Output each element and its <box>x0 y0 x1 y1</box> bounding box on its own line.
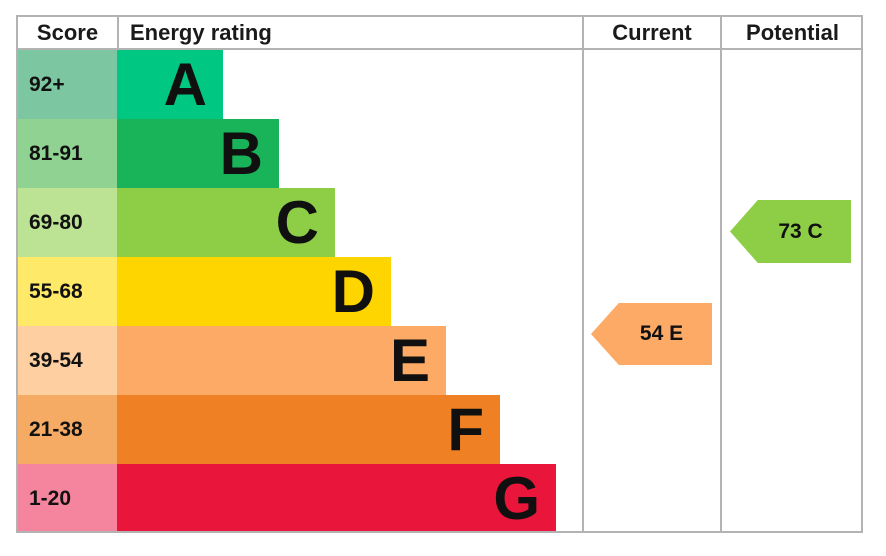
score-range-e: 39-54 <box>16 326 117 395</box>
band-row-d: 55-68 D <box>16 257 863 326</box>
divider-current-potential <box>720 15 722 533</box>
rating-bar-b: B <box>117 119 279 188</box>
column-header-current: Current <box>584 15 720 50</box>
score-range-a: 92+ <box>16 50 117 119</box>
score-range-g: 1-20 <box>16 464 117 533</box>
rating-bar-d: D <box>117 257 391 326</box>
band-row-e: 39-54 E <box>16 326 863 395</box>
divider-rating-current <box>582 15 584 533</box>
column-header-potential: Potential <box>722 15 863 50</box>
band-row-f: 21-38 F <box>16 395 863 464</box>
band-row-b: 81-91 B <box>16 119 863 188</box>
score-range-b: 81-91 <box>16 119 117 188</box>
band-row-g: 1-20 G <box>16 464 863 533</box>
band-row-a: 92+ A <box>16 50 863 119</box>
rating-bar-c: C <box>117 188 335 257</box>
band-letter-c: C <box>275 189 319 256</box>
band-letter-a: A <box>163 51 207 118</box>
column-header-energy-rating: Energy rating <box>119 15 580 50</box>
current-rating-arrow: 54 E <box>591 303 712 365</box>
score-range-d: 55-68 <box>16 257 117 326</box>
divider-score-rating <box>117 15 119 50</box>
header-underline <box>16 48 863 50</box>
band-row-c: 69-80 C <box>16 188 863 257</box>
column-header-score: Score <box>18 15 117 50</box>
band-letter-e: E <box>389 327 430 394</box>
score-range-c: 69-80 <box>16 188 117 257</box>
band-letter-f: F <box>447 396 484 463</box>
band-letter-g: G <box>493 465 540 532</box>
band-letter-d: D <box>331 258 375 325</box>
potential-rating-arrow: 73 C <box>730 200 851 263</box>
score-range-f: 21-38 <box>16 395 117 464</box>
band-letter-b: B <box>219 120 263 187</box>
rating-bar-e: E <box>117 326 446 395</box>
rating-bar-f: F <box>117 395 500 464</box>
rating-bar-a: A <box>117 50 223 119</box>
rating-bar-g: G <box>117 464 556 533</box>
